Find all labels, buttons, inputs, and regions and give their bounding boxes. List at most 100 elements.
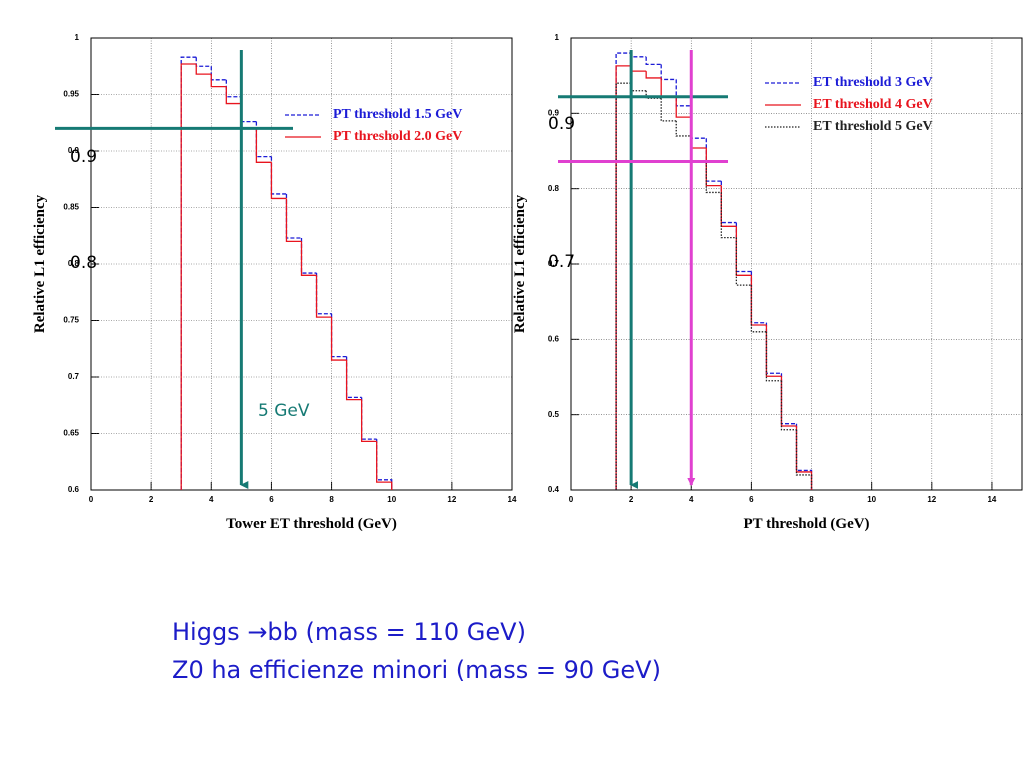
histogram-bin [765,325,782,377]
x-axis-label: Tower ET threshold (GeV) [226,516,397,532]
histogram-bin [180,56,197,490]
histogram-bin [315,275,332,318]
histogram-bin [705,138,722,182]
histogram-bin [645,56,662,66]
x-tick-label: 14 [987,495,996,504]
histogram-bin [645,71,662,79]
x-tick-label: 12 [927,495,936,504]
x-tick-label: 8 [329,495,334,504]
x-tick-label: 6 [749,495,754,504]
histogram-bin [630,65,647,72]
x-tick-label: 8 [809,495,814,504]
histogram-bin [795,429,813,490]
x-tick-label: 2 [149,495,154,504]
histogram-bin [300,238,317,274]
legend-label: PT threshold 1.5 GeV [333,107,462,122]
y-tick-label: 0.65 [63,429,79,438]
histogram-bin [750,275,767,326]
y-tick-label: 0.6 [548,334,560,343]
histogram-bin [675,79,692,107]
legend-label: ET threshold 5 GeV [813,119,933,134]
y-tick-label: 0.6 [68,485,80,494]
histogram-bin [240,103,257,130]
y-tick-label: 0.8 [548,184,560,193]
histogram-bin [630,53,647,58]
plot-frame [90,37,513,491]
x-tick-label: 2 [629,495,634,504]
histogram-bin [255,121,272,158]
y-tick-label: 0.8 [68,259,80,268]
x-tick-label: 0 [569,495,574,504]
histogram-bin [270,156,287,195]
histogram-bin [615,65,632,490]
histogram-bin [765,322,782,374]
annotation: 0.9 [548,114,575,134]
histogram-bin [750,285,767,333]
histogram-bin [360,399,377,443]
x-tick-label: 10 [387,495,396,504]
histogram-bin [705,147,722,187]
histogram-bin [780,380,797,431]
histogram-bin [360,397,377,440]
histogram-bin [675,96,692,118]
histogram-bin [210,74,227,88]
x-tick-label: 6 [269,495,274,504]
y-axis-label: Relative L1 efficiency [32,194,48,333]
y-tick-label: 1 [75,33,80,42]
note: Z0 ha efficienze minori (mass = 90 GeV) [172,656,661,684]
histogram-bin [225,79,242,98]
x-tick-label: 10 [867,495,876,504]
y-tick-label: 0.75 [63,316,79,325]
histogram-bin [285,198,302,243]
histogram-bin [690,135,707,163]
x-tick-label: 14 [508,495,517,504]
annotation: 0.7 [548,252,575,272]
histogram-bin [690,105,707,139]
y-tick-label: 0.7 [548,259,560,268]
histogram-bin [210,66,227,81]
histogram-bin [660,98,677,122]
x-tick-label: 4 [689,495,694,504]
histogram-bin [376,441,393,490]
histogram-bin [255,128,272,163]
plot-frame [570,37,1023,491]
y-tick-label: 0.4 [548,485,560,494]
histogram-bin [225,86,242,105]
y-tick-label: 1 [555,33,560,42]
histogram-bin [720,192,737,239]
annotation: 5 GeV [258,401,310,421]
histogram-bin [195,57,212,67]
histogram-bin [180,63,197,490]
histogram-bin [780,373,797,425]
histogram-bin [735,237,752,286]
histogram-bin [345,360,362,401]
histogram-bin [315,273,332,315]
histogram-bin [285,193,302,239]
histogram-bin [240,96,257,123]
histogram-bin [270,162,287,200]
histogram-bin [615,52,632,490]
histogram-bin [330,313,347,358]
x-tick-label: 12 [447,495,456,504]
histogram-bin [795,425,813,490]
note: Higgs →bb (mass = 110 GeV) [172,618,526,646]
legend-label: ET threshold 4 GeV [813,97,933,112]
histogram-bin [720,181,737,224]
y-tick-label: 0.85 [63,203,79,212]
annotation: 0.9 [70,147,97,167]
x-tick-label: 4 [209,495,214,504]
histogram-bin [615,82,632,490]
y-axis-label: Relative L1 efficiency [512,194,528,333]
histogram-bin [795,423,813,490]
x-tick-label: 0 [89,495,94,504]
y-tick-label: 0.9 [68,146,80,155]
histogram-bin [705,162,722,194]
histogram-bin [195,63,212,75]
x-axis-label: PT threshold (GeV) [743,516,869,532]
histogram-bin [690,117,707,149]
y-tick-label: 0.9 [548,108,560,117]
y-tick-label: 0.7 [68,372,80,381]
histogram-bin [660,77,677,98]
annotation: 0.8 [70,253,97,273]
